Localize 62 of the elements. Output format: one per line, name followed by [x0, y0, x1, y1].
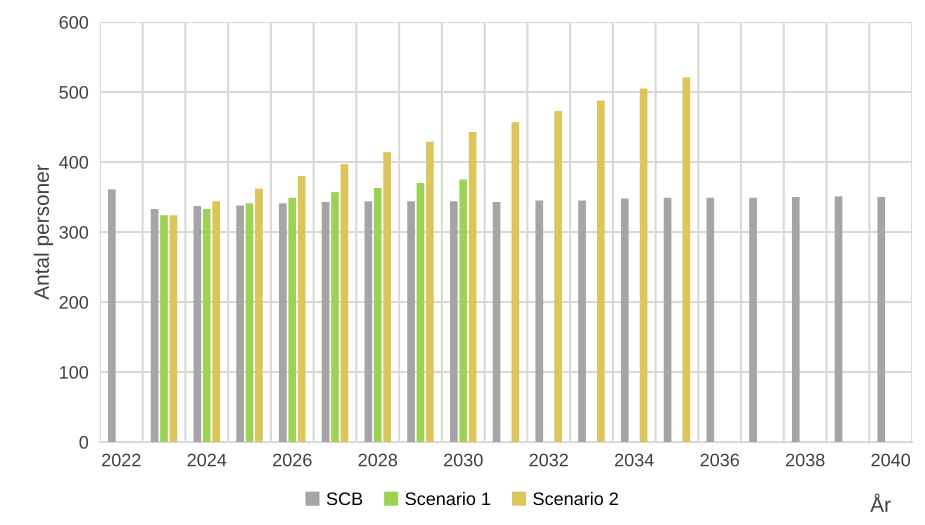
- bar: [682, 77, 690, 442]
- bar: [108, 189, 116, 442]
- bar: [150, 208, 158, 442]
- bar: [407, 201, 415, 442]
- y-tick-label: 0: [79, 436, 88, 449]
- bar: [664, 198, 672, 442]
- bar: [374, 188, 382, 442]
- y-tick-label: 400: [59, 156, 88, 169]
- bar: [492, 202, 500, 442]
- bar: [620, 198, 629, 442]
- bar: [288, 198, 296, 442]
- bar: [749, 198, 757, 442]
- bar: [331, 192, 339, 442]
- y-tick-label: 200: [60, 296, 88, 309]
- bar: [383, 152, 391, 442]
- bar: [364, 201, 372, 442]
- bar: [450, 201, 458, 442]
- bar: [255, 188, 263, 442]
- bar: [706, 198, 714, 442]
- bar: [459, 180, 468, 442]
- bar: [416, 183, 424, 442]
- x-axis-title: År: [870, 494, 891, 512]
- bar: [202, 208, 211, 442]
- bar: [212, 201, 220, 442]
- x-tick-label: 2040: [872, 454, 910, 466]
- bar: [834, 196, 842, 442]
- legend-label: Scenario 2: [533, 492, 618, 506]
- bar: [792, 197, 800, 442]
- bar: [160, 215, 168, 442]
- bar: [298, 176, 306, 442]
- bar: [535, 200, 544, 442]
- x-tick-label: 2038: [786, 454, 824, 466]
- bar: [426, 142, 434, 442]
- bar: [322, 202, 330, 442]
- y-tick-label: 600: [60, 16, 88, 29]
- legend-label: Scenario 1: [406, 492, 490, 506]
- y-tick-label: 500: [59, 86, 88, 99]
- bar: [554, 110, 562, 442]
- x-tick-label: 2026: [273, 454, 312, 466]
- x-tick-label: 2030: [444, 454, 483, 466]
- x-tick-label: 2032: [530, 454, 568, 466]
- bar: [236, 205, 244, 442]
- bar: [170, 215, 178, 442]
- bar: [640, 88, 648, 442]
- x-tick-label: 2036: [700, 454, 739, 466]
- bar: [578, 200, 586, 442]
- y-tick-label: 100: [60, 366, 88, 379]
- bar: [512, 122, 520, 442]
- x-tick-label: 2024: [188, 454, 226, 466]
- bar: [597, 100, 605, 442]
- bar: [279, 203, 287, 442]
- bar: [340, 164, 348, 442]
- x-tick-label: 2034: [615, 454, 654, 466]
- legend-label: SCB: [326, 492, 362, 506]
- bar: [468, 132, 476, 442]
- bar: [877, 197, 886, 442]
- x-tick-label: 2028: [358, 454, 398, 466]
- y-axis-title: Antal personer: [34, 164, 54, 300]
- x-tick-label: 2022: [102, 454, 140, 466]
- bar: [246, 203, 254, 442]
- bar: [194, 206, 202, 442]
- y-tick-label: 300: [59, 226, 88, 239]
